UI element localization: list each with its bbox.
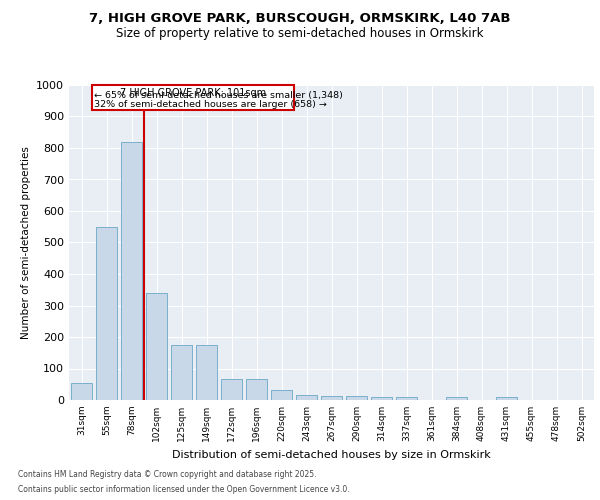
- Bar: [371, 398, 392, 400]
- Bar: [446, 398, 467, 400]
- Bar: [321, 396, 342, 400]
- X-axis label: Distribution of semi-detached houses by size in Ormskirk: Distribution of semi-detached houses by …: [172, 450, 491, 460]
- Text: Size of property relative to semi-detached houses in Ormskirk: Size of property relative to semi-detach…: [116, 28, 484, 40]
- Bar: [346, 396, 367, 400]
- Text: Contains HM Land Registry data © Crown copyright and database right 2025.: Contains HM Land Registry data © Crown c…: [18, 470, 317, 479]
- Text: ← 65% of semi-detached houses are smaller (1,348): ← 65% of semi-detached houses are smalle…: [95, 91, 343, 100]
- Text: 32% of semi-detached houses are larger (658) →: 32% of semi-detached houses are larger (…: [95, 100, 328, 109]
- Y-axis label: Number of semi-detached properties: Number of semi-detached properties: [20, 146, 31, 339]
- Bar: [271, 390, 292, 400]
- Bar: [246, 378, 267, 400]
- Bar: [96, 227, 117, 400]
- Bar: [171, 345, 192, 400]
- FancyBboxPatch shape: [92, 85, 294, 110]
- Bar: [496, 398, 517, 400]
- Text: 7 HIGH GROVE PARK: 101sqm: 7 HIGH GROVE PARK: 101sqm: [120, 88, 266, 98]
- Bar: [121, 142, 142, 400]
- Bar: [196, 345, 217, 400]
- Text: Contains public sector information licensed under the Open Government Licence v3: Contains public sector information licen…: [18, 485, 350, 494]
- Bar: [296, 396, 317, 400]
- Text: 7, HIGH GROVE PARK, BURSCOUGH, ORMSKIRK, L40 7AB: 7, HIGH GROVE PARK, BURSCOUGH, ORMSKIRK,…: [89, 12, 511, 26]
- Bar: [221, 378, 242, 400]
- Bar: [146, 293, 167, 400]
- Bar: [396, 398, 417, 400]
- Bar: [71, 382, 92, 400]
